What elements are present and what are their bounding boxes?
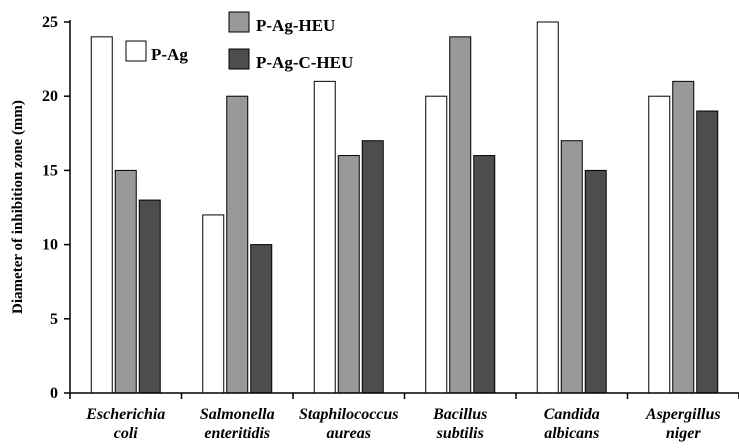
- y-ticks: 0 5 10 15 20 25: [42, 14, 739, 402]
- y-tick-label: 20: [42, 88, 58, 105]
- bar-p-ag-bacillus-subtilis: [425, 95, 448, 394]
- y-tick-label: 25: [42, 14, 58, 31]
- bar-p-ag-salmonella-enteritidis: [202, 214, 225, 394]
- x-tick-label: Escherichia coli: [85, 406, 165, 442]
- bar-p-ag-c-heu-aspergillus-niger: [696, 110, 719, 394]
- legend-swatch-p-ag-heu: [228, 11, 250, 33]
- x-tick-label: Salmonella enteritidis: [200, 406, 275, 442]
- legend: P-Ag P-Ag-HEU P-Ag-C-HEU: [125, 11, 353, 72]
- bar-p-ag-c-heu-salmonella-enteritidis: [250, 244, 273, 394]
- y-tick-label: 10: [42, 237, 58, 254]
- bar-p-ag-staphilococcus-aureas: [313, 80, 336, 394]
- y-tick-label: 5: [50, 311, 58, 328]
- bar-p-ag-escherichia-coli: [90, 36, 113, 394]
- bar-p-ag-heu-bacillus-subtilis: [449, 36, 472, 394]
- axes: [69, 20, 739, 394]
- bar-p-ag-c-heu-staphilococcus-aureas: [361, 140, 384, 394]
- x-tick-label: Staphilococcus aureas: [299, 406, 399, 442]
- bars: [90, 21, 719, 394]
- legend-label-p-ag-heu: P-Ag-HEU: [256, 16, 335, 35]
- bar-p-ag-heu-escherichia-coli: [114, 169, 137, 394]
- legend-swatch-p-ag-c-heu: [228, 48, 250, 70]
- bar-p-ag-candida-albicans: [536, 21, 559, 394]
- bar-p-ag-aspergillus-niger: [648, 95, 671, 394]
- legend-swatch-p-ag: [125, 40, 147, 62]
- y-tick-label: 0: [50, 385, 58, 402]
- bar-p-ag-c-heu-bacillus-subtilis: [473, 155, 496, 394]
- legend-label-p-ag: P-Ag: [151, 45, 188, 64]
- bar-p-ag-c-heu-escherichia-coli: [138, 199, 161, 394]
- bar-p-ag-heu-aspergillus-niger: [672, 80, 695, 394]
- x-category-labels: Escherichia coli Salmonella enteritidis Stap…: [85, 406, 720, 442]
- bar-p-ag-heu-candida-albicans: [560, 140, 583, 394]
- bar-p-ag-heu-salmonella-enteritidis: [226, 95, 249, 394]
- bar-p-ag-c-heu-candida-albicans: [584, 169, 607, 394]
- y-tick-label: 15: [42, 162, 58, 179]
- legend-label-p-ag-c-heu: P-Ag-C-HEU: [256, 53, 353, 72]
- x-tick-label: Aspergillus niger: [645, 406, 721, 442]
- bar-p-ag-heu-staphilococcus-aureas: [337, 155, 360, 394]
- x-tick-label: Candida albicans: [544, 406, 600, 442]
- x-tick-label: Bacillus subtilis: [432, 406, 487, 442]
- y-axis-title: Diameter of inhibition zone (mm): [10, 100, 26, 314]
